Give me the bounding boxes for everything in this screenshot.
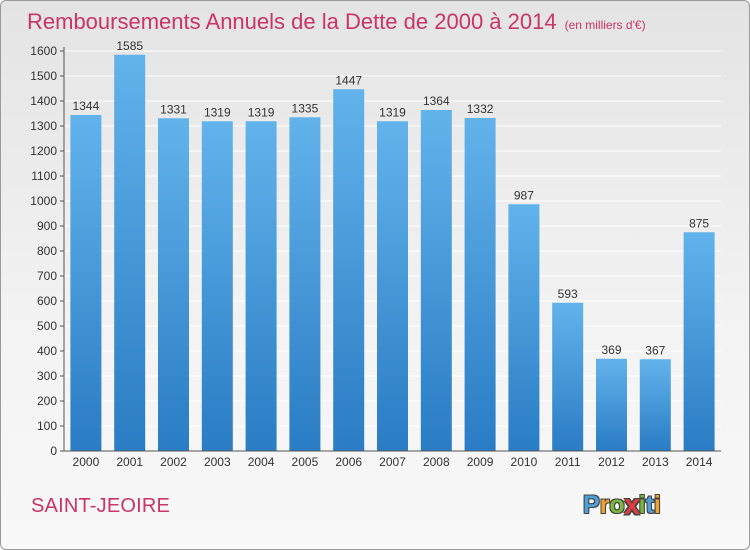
chart-title: Remboursements Annuels de la Dette de 20… bbox=[27, 9, 646, 35]
data-label: 1331 bbox=[160, 102, 187, 116]
data-label: 1344 bbox=[73, 99, 100, 113]
y-tick-label: 1600 bbox=[30, 44, 57, 58]
x-tick-label: 2004 bbox=[248, 455, 275, 469]
logo-letter: t bbox=[645, 491, 654, 519]
x-tick-label: 2006 bbox=[335, 455, 362, 469]
chart-title-unit: (en milliers d'€) bbox=[564, 18, 646, 32]
y-tick-label: 1500 bbox=[30, 69, 57, 83]
y-tick-label: 300 bbox=[37, 369, 57, 383]
x-tick-label: 2014 bbox=[686, 455, 713, 469]
y-tick-label: 1300 bbox=[30, 119, 57, 133]
x-tick-label: 2003 bbox=[204, 455, 231, 469]
data-label: 1332 bbox=[467, 102, 494, 116]
data-label: 1585 bbox=[116, 39, 143, 53]
y-tick-label: 400 bbox=[37, 344, 57, 358]
y-axis-ticks: 0 100 200 300 400 500 600 700 800 900 1000 1100 1200… bbox=[30, 44, 64, 458]
data-label: 1364 bbox=[423, 94, 450, 108]
x-tick-label: 2012 bbox=[598, 455, 625, 469]
bar bbox=[596, 358, 627, 451]
x-tick-label: 2011 bbox=[555, 455, 581, 469]
data-label: 369 bbox=[601, 343, 621, 357]
bar bbox=[464, 118, 496, 451]
logo-letter: i bbox=[638, 491, 646, 519]
logo-letter: x bbox=[623, 488, 640, 522]
x-tick-label: 2007 bbox=[379, 455, 406, 469]
x-tick-label: 2013 bbox=[642, 455, 669, 469]
logo-letter: r bbox=[599, 491, 610, 519]
bar bbox=[683, 232, 715, 451]
data-label: 987 bbox=[514, 188, 534, 202]
data-label: 1447 bbox=[335, 73, 362, 87]
bar bbox=[420, 110, 452, 451]
bar bbox=[245, 121, 277, 451]
logo-letter: o bbox=[609, 491, 625, 519]
bars bbox=[70, 54, 715, 451]
y-tick-label: 1200 bbox=[30, 144, 57, 158]
y-tick-label: 600 bbox=[37, 294, 57, 308]
logo-letter: P bbox=[583, 491, 600, 519]
data-label: 593 bbox=[558, 287, 578, 301]
bar bbox=[639, 359, 671, 451]
y-tick-label: 200 bbox=[37, 394, 57, 408]
proxiti-logo: Proxiti bbox=[583, 488, 661, 522]
data-label: 1319 bbox=[204, 105, 231, 119]
bar bbox=[552, 302, 584, 451]
x-axis-ticks: 2000 2001 2002 2003 2004 2005 2006 2007 2008 2009… bbox=[73, 455, 713, 469]
x-tick-label: 2005 bbox=[292, 455, 319, 469]
data-label: 367 bbox=[645, 343, 665, 357]
chart-title-text: Remboursements Annuels de la Dette de 20… bbox=[27, 9, 557, 34]
bar bbox=[114, 54, 146, 451]
x-tick-label: 2009 bbox=[467, 455, 494, 469]
x-tick-label: 2001 bbox=[116, 455, 143, 469]
logo-letter: i bbox=[653, 491, 661, 519]
y-tick-label: 1400 bbox=[30, 94, 57, 108]
y-tick-label: 800 bbox=[37, 244, 57, 258]
data-label: 1319 bbox=[379, 105, 406, 119]
y-tick-label: 1000 bbox=[30, 194, 57, 208]
axes bbox=[63, 47, 721, 452]
data-label: 1319 bbox=[248, 105, 275, 119]
x-tick-label: 2010 bbox=[511, 455, 538, 469]
bar bbox=[377, 121, 408, 451]
bar bbox=[333, 89, 365, 451]
commune-name: SAINT-JEOIRE bbox=[31, 495, 171, 517]
data-labels: 1344 1585 1331 1319 1319 1335 1447 1319 1364 1332… bbox=[73, 39, 710, 358]
bar bbox=[158, 118, 189, 451]
x-tick-label: 2002 bbox=[160, 455, 187, 469]
y-tick-label: 500 bbox=[37, 319, 57, 333]
data-label: 1335 bbox=[292, 101, 319, 115]
bar bbox=[201, 121, 233, 451]
y-tick-label: 900 bbox=[37, 219, 57, 233]
y-tick-label: 1100 bbox=[31, 169, 57, 183]
y-tick-label: 100 bbox=[37, 419, 57, 433]
bar bbox=[289, 117, 321, 451]
bar bbox=[508, 204, 540, 451]
data-label: 875 bbox=[689, 216, 709, 230]
x-tick-label: 2000 bbox=[73, 455, 100, 469]
y-tick-label: 0 bbox=[50, 444, 57, 458]
x-tick-label: 2008 bbox=[423, 455, 450, 469]
bar bbox=[70, 115, 102, 451]
y-tick-label: 700 bbox=[37, 269, 57, 283]
